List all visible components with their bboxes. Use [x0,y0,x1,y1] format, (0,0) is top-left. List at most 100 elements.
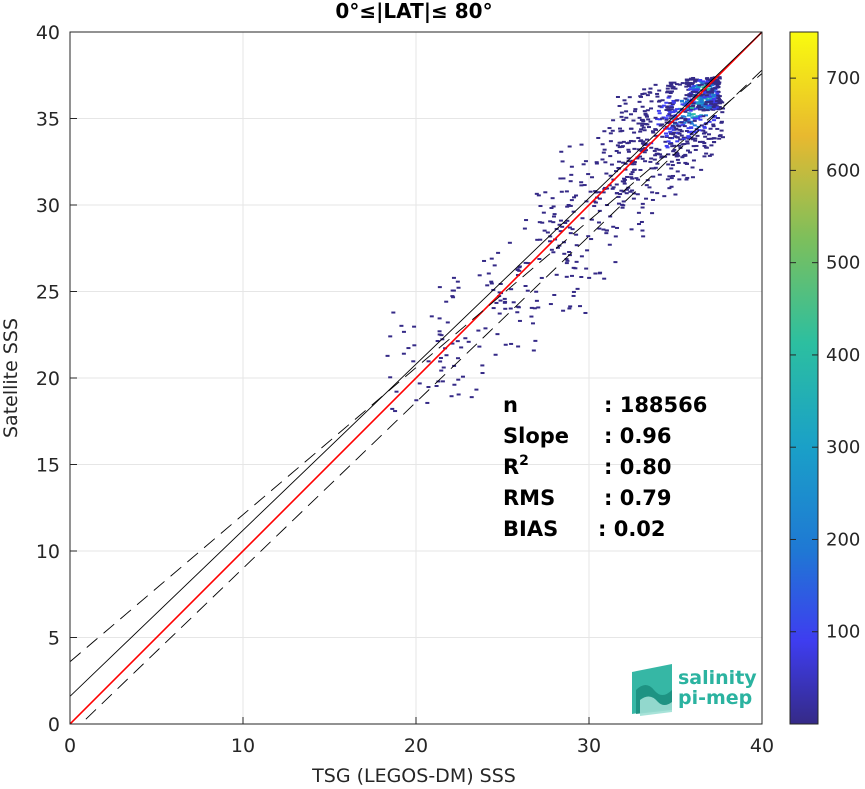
density-cell [560,160,565,163]
density-cell [388,376,393,379]
density-cell [552,213,557,216]
density-cell [672,81,677,84]
density-cell [701,132,706,135]
density-cell [664,134,669,137]
density-cell [638,168,643,171]
density-cell [636,136,641,139]
density-cell [660,123,665,126]
density-cell [669,167,674,170]
density-cell [695,88,700,91]
density-cell [707,93,712,96]
density-cell [706,91,711,94]
density-cell [667,175,672,178]
density-cell [569,173,574,176]
density-cell [631,197,636,200]
colorbar-tick-label: 100 [826,622,860,643]
density-cell [693,90,698,93]
density-cell [388,335,393,338]
density-cell [617,105,622,108]
density-cell [687,151,692,154]
density-cell [670,87,675,90]
density-cell [676,154,681,157]
density-cell [637,116,642,119]
density-cell [709,100,714,103]
density-cell [503,343,508,346]
density-cell [716,76,721,79]
density-cell [679,121,684,124]
density-cell [669,114,674,117]
density-cell [711,116,716,119]
density-cell [537,221,542,224]
density-cell [406,347,411,350]
density-cell [385,354,390,357]
density-cell [627,141,632,144]
density-cell [680,108,685,111]
density-cell [640,122,645,125]
density-cell [665,87,670,90]
density-cell [623,162,628,165]
density-cell [683,118,688,121]
density-cell [701,86,706,89]
density-cell [677,144,682,147]
density-cell [575,287,580,290]
density-cell [611,225,616,228]
density-cell [629,176,634,179]
density-cell [564,275,569,278]
density-cell [649,107,654,110]
density-cell [652,149,657,152]
density-cell [684,162,689,165]
density-cell [565,205,570,208]
density-cell [717,134,722,137]
density-cell [621,200,626,203]
density-cell [496,251,501,254]
density-cell [445,321,450,324]
density-cell [685,79,690,82]
density-cell [498,299,503,302]
density-cell [710,87,715,90]
density-cell [661,116,666,119]
salinity-pimep-logo: salinity pi-mep [632,664,757,716]
colorbar-tick-label: 700 [826,68,860,89]
density-cell [642,129,647,132]
density-cell [516,345,521,348]
density-cell [691,87,696,90]
density-cell [703,135,708,138]
density-cell [668,130,673,133]
y-tick-label: 0 [48,714,60,736]
density-cell [621,118,626,121]
x-axis-ticks: 0 10 20 30 40 [64,717,774,757]
density-cell [650,191,655,194]
density-cell [676,161,681,164]
density-cell [656,123,661,126]
density-cell [550,197,555,200]
density-cell [708,104,713,107]
density-cell [435,340,440,343]
density-cell [674,83,679,86]
density-cell [715,92,720,95]
density-cell [695,134,700,137]
density-cell [593,190,598,193]
density-cell [661,104,666,107]
y-axis-ticks: 0 5 10 15 20 25 30 35 40 [36,22,77,736]
density-cell [710,76,715,79]
density-cell [551,205,556,208]
density-cell [677,83,682,86]
density-cell [555,246,560,249]
density-cell [692,124,697,127]
colorbar: 100 200 300 400 500 600 700 [789,31,860,725]
density-cell [689,133,694,136]
density-cell [666,96,671,99]
density-cell [648,120,653,123]
density-cell [502,297,507,300]
density-cell [594,162,599,165]
density-cell [698,115,703,118]
density-cell [601,191,606,194]
density-cell [516,306,521,309]
density-cell [708,79,713,82]
density-cell [652,158,657,161]
density-cell [640,148,645,151]
density-cell [557,223,562,226]
density-cell [649,100,654,103]
density-cell [614,170,619,173]
density-cell [690,176,695,179]
